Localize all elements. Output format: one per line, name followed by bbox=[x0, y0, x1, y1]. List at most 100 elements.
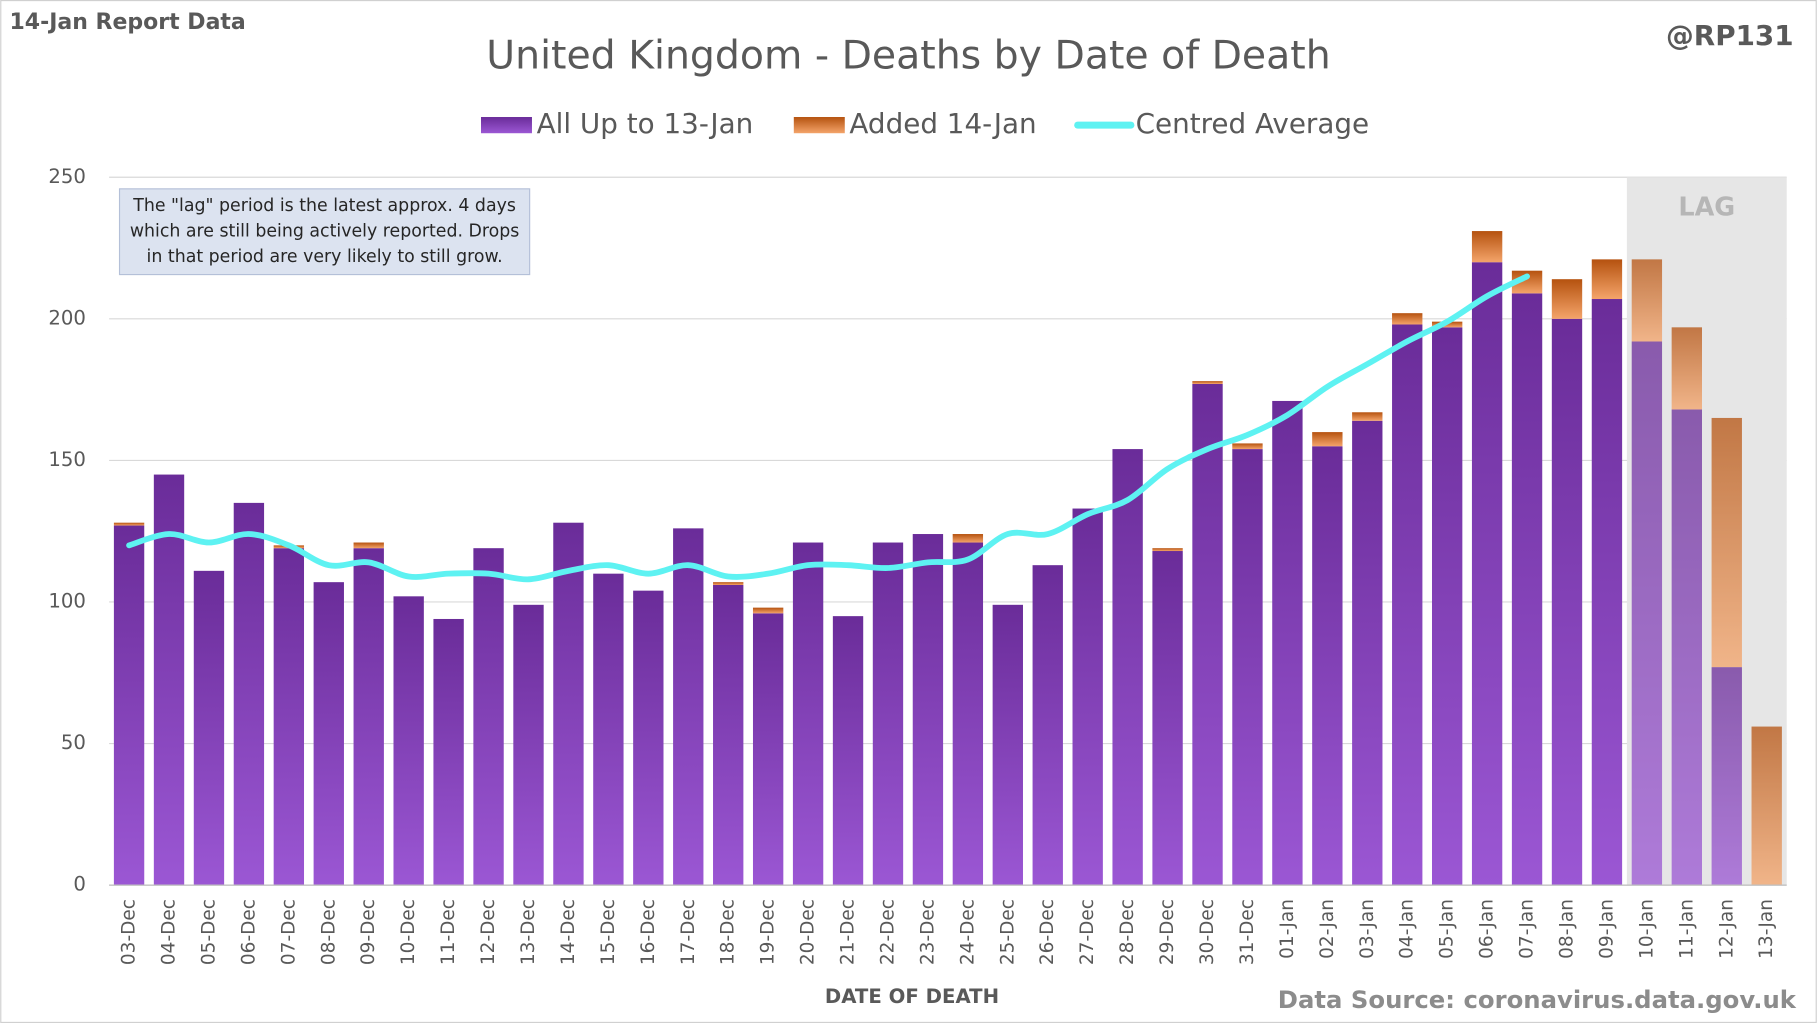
bar-added bbox=[1232, 443, 1263, 450]
bar-added bbox=[713, 582, 744, 585]
bar-base bbox=[273, 548, 305, 886]
bar-base bbox=[792, 542, 824, 886]
bar-base bbox=[1591, 299, 1623, 886]
bar-base bbox=[193, 570, 225, 886]
x-tick-label: 06-Jan bbox=[1477, 899, 1498, 959]
x-tick-label: 22-Dec bbox=[877, 899, 898, 965]
y-tick-label: 250 bbox=[48, 165, 86, 188]
bar-base bbox=[1152, 551, 1183, 886]
x-tick-label: 11-Jan bbox=[1676, 899, 1697, 959]
bar-base bbox=[313, 582, 344, 886]
bar-added bbox=[1551, 279, 1583, 319]
legend-label: Added 14-Jan bbox=[849, 107, 1036, 140]
y-tick-label: 0 bbox=[73, 873, 86, 896]
legend-label: Centred Average bbox=[1136, 107, 1370, 140]
x-tick-label: 10-Jan bbox=[1636, 899, 1657, 959]
bar-base bbox=[1192, 383, 1223, 886]
bar-base bbox=[1032, 565, 1063, 886]
bar-base bbox=[393, 596, 424, 886]
bar-added bbox=[952, 534, 984, 543]
bar-base bbox=[1392, 324, 1423, 886]
bar-added bbox=[1671, 327, 1703, 410]
corner-left: 14-Jan Report Data bbox=[9, 10, 245, 35]
bar-base bbox=[1232, 449, 1263, 886]
x-tick-label: 04-Jan bbox=[1397, 899, 1418, 959]
bar-added bbox=[1711, 417, 1742, 668]
x-tick-label: 21-Dec bbox=[838, 899, 859, 965]
x-tick-label: 08-Jan bbox=[1556, 899, 1577, 959]
bar-added bbox=[1511, 270, 1543, 294]
x-tick-label: 19-Dec bbox=[758, 899, 779, 965]
x-tick-label: 10-Dec bbox=[398, 899, 419, 965]
annotation-text: which are still being actively reported.… bbox=[130, 222, 520, 242]
x-tick-label: 29-Dec bbox=[1157, 899, 1178, 965]
bar-base bbox=[1312, 446, 1343, 886]
lag-overlay bbox=[1626, 177, 1787, 886]
x-tick-label: 13-Jan bbox=[1756, 899, 1777, 959]
x-tick-label: 07-Jan bbox=[1517, 899, 1538, 959]
bar-base bbox=[233, 502, 265, 886]
bar-base bbox=[1431, 327, 1463, 886]
x-tick-label: 25-Dec bbox=[997, 899, 1018, 965]
bar-added bbox=[1631, 259, 1663, 342]
annotation-text: in that period are very likely to still … bbox=[147, 247, 503, 267]
x-tick-label: 15-Dec bbox=[598, 899, 619, 965]
bar-added bbox=[1392, 313, 1423, 325]
bar-base bbox=[673, 528, 704, 886]
legend-swatch bbox=[793, 117, 845, 134]
x-tick-label: 03-Dec bbox=[119, 899, 140, 965]
x-tick-label: 26-Dec bbox=[1037, 899, 1058, 965]
x-tick-label: 27-Dec bbox=[1077, 899, 1098, 965]
bar-base bbox=[752, 613, 784, 886]
bar-base bbox=[992, 604, 1023, 886]
x-tick-label: 28-Dec bbox=[1117, 899, 1138, 965]
bar-added bbox=[1751, 726, 1782, 886]
x-tick-label: 30-Dec bbox=[1197, 899, 1218, 965]
x-tick-label: 08-Dec bbox=[318, 899, 339, 965]
bar-base bbox=[1471, 262, 1503, 886]
y-tick-label: 150 bbox=[48, 448, 86, 471]
x-tick-label: 09-Jan bbox=[1596, 899, 1617, 959]
y-tick-label: 100 bbox=[48, 589, 86, 612]
x-tick-label: 20-Dec bbox=[798, 899, 819, 965]
legend-swatch bbox=[480, 117, 532, 134]
bar-base bbox=[153, 474, 185, 886]
bar-added bbox=[113, 522, 145, 526]
x-tick-label: 23-Dec bbox=[917, 899, 938, 965]
bar-base bbox=[1511, 293, 1543, 886]
x-tick-label: 06-Dec bbox=[238, 899, 259, 965]
x-tick-label: 01-Jan bbox=[1277, 899, 1298, 959]
bar-base bbox=[473, 548, 504, 886]
x-tick-label: 09-Dec bbox=[358, 899, 379, 965]
corner-right: @RP131 bbox=[1666, 19, 1794, 52]
bar-added bbox=[752, 607, 784, 614]
x-tick-label: 13-Dec bbox=[518, 899, 539, 965]
bar-base bbox=[1272, 400, 1303, 886]
x-tick-label: 24-Dec bbox=[957, 899, 978, 965]
bar-base bbox=[633, 590, 664, 886]
bar-base bbox=[713, 584, 744, 886]
bar-base bbox=[353, 548, 384, 886]
x-tick-label: 04-Dec bbox=[159, 899, 180, 965]
x-tick-label: 16-Dec bbox=[638, 899, 659, 965]
bar-added bbox=[1591, 259, 1623, 300]
bar-added bbox=[1312, 432, 1343, 447]
average-line bbox=[126, 273, 1530, 583]
bar-added bbox=[1192, 381, 1223, 384]
x-tick-label: 05-Dec bbox=[198, 899, 219, 965]
bar-base bbox=[1072, 508, 1103, 886]
y-tick-label: 200 bbox=[48, 306, 86, 329]
chart-title: United Kingdom - Deaths by Date of Death bbox=[486, 32, 1330, 78]
bar-added bbox=[1352, 412, 1383, 421]
x-tick-label: 11-Dec bbox=[438, 899, 459, 965]
x-tick-label: 02-Jan bbox=[1317, 899, 1338, 959]
x-tick-label: 12-Jan bbox=[1716, 899, 1737, 959]
bar-base bbox=[1352, 420, 1383, 886]
x-tick-label: 05-Jan bbox=[1437, 899, 1458, 959]
x-axis-label: DATE OF DEATH bbox=[825, 985, 999, 1008]
bar-base bbox=[1711, 667, 1742, 886]
bar-base bbox=[593, 573, 624, 886]
bar-base bbox=[1112, 449, 1143, 886]
